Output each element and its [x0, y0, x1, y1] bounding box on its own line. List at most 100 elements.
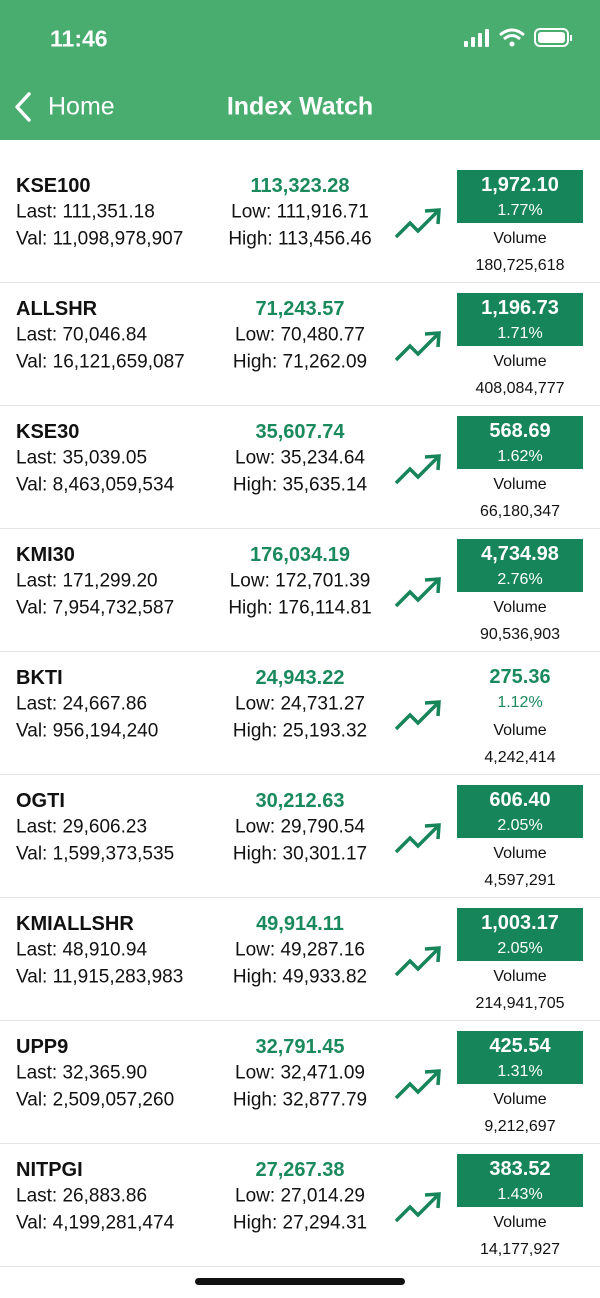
row-separator: [0, 405, 600, 406]
index-row[interactable]: KMI30 Last: 171,299.20 Val: 7,954,732,587 1…: [0, 528, 600, 652]
last-label: Last:: [16, 447, 58, 469]
last-value: 70,046.84: [62, 324, 148, 346]
index-row[interactable]: KSE100 Last: 111,351.18 Val: 11,098,978,90…: [0, 159, 600, 283]
val: Val: 11,915,283,983: [16, 968, 183, 987]
val-label: Val:: [16, 474, 48, 496]
high-value: 71,262.09: [282, 351, 368, 373]
val: Val: 7,954,732,587: [16, 599, 174, 618]
nav-title: Index Watch: [226, 92, 374, 121]
last-value: 26,883.86: [62, 1185, 148, 1207]
volume-label: Volume: [493, 1091, 547, 1108]
last-value: 171,299.20: [62, 570, 158, 592]
high-value: 30,301.17: [282, 843, 368, 865]
trend-icon: [394, 1192, 441, 1223]
high-value: 27,294.31: [282, 1212, 368, 1234]
last: Last: 26,883.86: [16, 1187, 147, 1206]
index-name: ALLSHR: [16, 298, 98, 320]
change-value: 1,972.10: [481, 174, 559, 196]
index-row[interactable]: ALLSHR Last: 70,046.84 Val: 16,121,659,087…: [0, 282, 600, 406]
change-percent: 2.05%: [497, 940, 543, 957]
volume-value: 4,242,414: [484, 749, 556, 766]
high: High: 113,456.46: [228, 230, 371, 249]
high-value: 35,635.14: [282, 474, 368, 496]
change-percent: 2.76%: [497, 571, 543, 588]
high-label: High:: [232, 1212, 278, 1234]
val: Val: 4,199,281,474: [16, 1214, 174, 1233]
low-value: 32,471.09: [280, 1062, 365, 1084]
index-name: NITPGI: [16, 1159, 83, 1181]
volume-value: 214,941,705: [475, 995, 565, 1012]
volume-label: Volume: [493, 476, 547, 493]
change-box: [457, 293, 583, 346]
current-value: 24,943.22: [255, 667, 345, 689]
index-name: KSE100: [16, 175, 91, 197]
current-value: 30,212.63: [255, 790, 345, 812]
low-label: Low:: [235, 1185, 276, 1207]
index-name: KMI30: [16, 544, 75, 566]
row-separator: [0, 1143, 600, 1144]
row-separator: [0, 897, 600, 898]
last-label: Last:: [16, 939, 58, 961]
index-name: UPP9: [16, 1036, 69, 1058]
header: 11:46 Home Index Watch: [0, 0, 600, 140]
high-label: High:: [232, 351, 278, 373]
row-separator: [0, 282, 600, 283]
high-label: High:: [228, 228, 273, 250]
change-value: 425.54: [489, 1035, 551, 1057]
back-chevron[interactable]: [12, 92, 34, 122]
low-value: 70,480.77: [280, 324, 365, 346]
last-label: Last:: [16, 693, 58, 715]
low-value: 111,916.71: [276, 201, 369, 223]
low-value: 29,790.54: [280, 816, 365, 838]
index-row[interactable]: KMIALLSHR Last: 48,910.94 Val: 11,915,283,…: [0, 897, 600, 1021]
index-name: KMIALLSHR: [16, 913, 134, 935]
high-value: 113,456.46: [277, 228, 372, 250]
current-value: 35,607.74: [255, 421, 345, 443]
index-name: KSE30: [16, 421, 80, 443]
val-value: 7,954,732,587: [52, 597, 175, 619]
index-name: BKTI: [16, 667, 63, 689]
low-label: Low:: [235, 693, 276, 715]
val-value: 2,509,057,260: [52, 1089, 175, 1111]
val: Val: 956,194,240: [16, 722, 158, 741]
change-percent: 1.71%: [497, 325, 543, 342]
change-box: [457, 908, 583, 961]
last: Last: 111,351.18: [16, 203, 155, 222]
index-row[interactable]: KSE30 Last: 35,039.05 Val: 8,463,059,534 35…: [0, 405, 600, 529]
val: Val: 1,599,373,535: [16, 845, 174, 864]
last: Last: 70,046.84: [16, 326, 147, 345]
change-value: 1,003.17: [481, 912, 559, 934]
change-percent: 2.05%: [497, 817, 543, 834]
row-separator: [0, 528, 600, 529]
low-value: 27,014.29: [280, 1185, 365, 1207]
val-label: Val:: [16, 966, 48, 988]
last-label: Last:: [16, 1062, 58, 1084]
low: Low: 24,731.27: [235, 695, 365, 714]
last-label: Last:: [16, 816, 58, 838]
low: Low: 172,701.39: [230, 572, 371, 591]
high: High: 49,933.82: [233, 968, 367, 987]
low: Low: 49,287.16: [235, 941, 365, 960]
volume-value: 14,177,927: [479, 1241, 561, 1258]
trend-icon: [394, 1069, 441, 1100]
back-button[interactable]: Home: [48, 92, 115, 121]
index-row[interactable]: UPP9 Last: 32,365.90 Val: 2,509,057,260 32,…: [0, 1020, 600, 1144]
low: Low: 111,916.71: [231, 203, 369, 222]
high: High: 35,635.14: [233, 476, 367, 495]
high-value: 176,114.81: [277, 597, 372, 619]
index-row[interactable]: NITPGI Last: 26,883.86 Val: 4,199,281,474 2…: [0, 1143, 600, 1267]
trend-icon: [394, 946, 441, 977]
row-separator: [0, 651, 600, 652]
val-value: 4,199,281,474: [52, 1212, 175, 1234]
change-box: [457, 416, 583, 469]
index-row[interactable]: OGTI Last: 29,606.23 Val: 1,599,373,535 30,…: [0, 774, 600, 898]
volume-label: Volume: [493, 1214, 547, 1231]
val: Val: 2,509,057,260: [16, 1091, 174, 1110]
high-label: High:: [232, 474, 278, 496]
high-label: High:: [232, 966, 278, 988]
index-row[interactable]: BKTI Last: 24,667.86 Val: 956,194,240 24,94…: [0, 651, 600, 775]
high: High: 32,877.79: [233, 1091, 367, 1110]
low-label: Low:: [235, 324, 276, 346]
val-value: 11,915,283,983: [52, 966, 184, 988]
